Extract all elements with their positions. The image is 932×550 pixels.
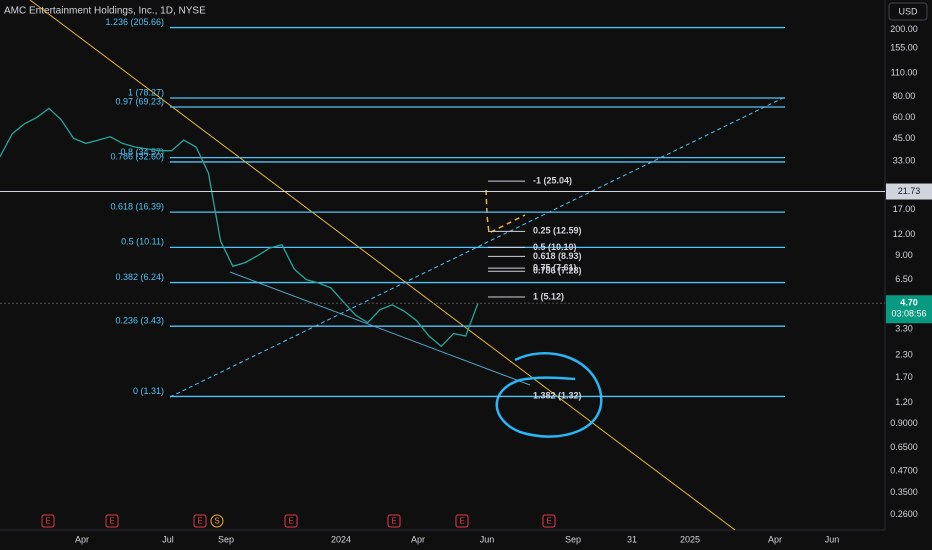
currency-label[interactable]: USD	[898, 6, 918, 16]
y-tick-label: 33.00	[893, 155, 916, 165]
y-tick-label: 17.00	[893, 204, 916, 214]
y-tick-label: 6.50	[895, 274, 913, 284]
event-label[interactable]: E	[197, 517, 202, 526]
fib-label: 0.8 (34.57)	[120, 147, 164, 157]
y-tick-label: 110.00	[891, 68, 918, 78]
current-price-label: 4.70	[900, 298, 918, 308]
fib-label: 1.382 (1.32)	[533, 390, 582, 400]
event-marker[interactable]	[41, 514, 55, 528]
x-tick-label: 2025	[680, 534, 700, 544]
fib-label: 0.97 (69.23)	[115, 96, 164, 106]
price-badge-label: 21.73	[898, 186, 921, 196]
x-tick-label: Sep	[218, 534, 234, 544]
event-label[interactable]: S	[214, 517, 219, 526]
countdown: 03:08:56	[891, 309, 926, 319]
chart-title: AMC Entertainment Holdings, Inc., 1D, NY…	[4, 6, 206, 17]
event-marker[interactable]	[210, 514, 224, 528]
x-tick-label: 2024	[331, 534, 351, 544]
event-marker[interactable]	[542, 514, 556, 528]
x-tick-label: Jun	[480, 534, 495, 544]
fib-label: 0.618 (16.39)	[110, 201, 164, 211]
y-tick-label: 0.4700	[890, 466, 918, 476]
x-tick-label: Apr	[768, 534, 782, 544]
y-tick-label: 9.00	[895, 250, 913, 260]
event-marker[interactable]	[105, 514, 119, 528]
y-tick-label: 0.3500	[890, 487, 918, 497]
y-tick-label: 3.30	[895, 323, 913, 333]
event-label[interactable]: E	[459, 517, 464, 526]
event-label[interactable]: E	[109, 517, 114, 526]
fib-label: 1 (5.12)	[533, 291, 564, 301]
fib-label: 1 (78.27)	[128, 87, 164, 97]
fib-label: 0 (1.31)	[133, 386, 164, 396]
x-tick-label: Sep	[565, 534, 581, 544]
price-badge	[886, 183, 932, 200]
fib-label: -1 (25.04)	[533, 176, 572, 186]
annotation-circle	[495, 352, 603, 438]
fib-label: 0.236 (3.43)	[115, 316, 164, 326]
x-tick-label: Apr	[411, 534, 425, 544]
x-tick-label: Jun	[825, 534, 840, 544]
projection	[485, 189, 526, 235]
y-tick-label: 155.00	[890, 43, 918, 53]
currency-button[interactable]	[888, 2, 928, 21]
event-label[interactable]: E	[546, 517, 551, 526]
trend-line	[169, 96, 786, 398]
fib-label: 0.5 (10.11)	[121, 237, 164, 247]
y-tick-label: 60.00	[893, 112, 916, 122]
event-marker[interactable]	[387, 514, 401, 528]
x-tick-label: 31	[627, 534, 637, 544]
y-tick-label: 0.2600	[890, 509, 918, 519]
fib-label: 0.786 (32.60)	[110, 151, 164, 161]
fib-label: 0.5 (10.10)	[533, 242, 577, 252]
event-label[interactable]: E	[288, 517, 293, 526]
price-line	[0, 107, 479, 348]
y-tick-label: 45.00	[893, 133, 916, 143]
event-label[interactable]: E	[45, 517, 50, 526]
y-tick-label: 12.00	[893, 229, 916, 239]
y-tick-label: 0.9000	[890, 418, 918, 428]
x-tick-label: Jul	[162, 534, 174, 544]
event-marker[interactable]	[193, 514, 207, 528]
fib-label: 0.75 (7.61)	[533, 262, 577, 272]
y-tick-label: 80.00	[893, 91, 916, 101]
fib-label: 0.618 (8.93)	[533, 251, 582, 261]
event-marker[interactable]	[455, 514, 469, 528]
current-price-badge	[886, 295, 932, 324]
fib-label: 0.382 (6.24)	[115, 272, 164, 282]
y-tick-label: 200.00	[890, 24, 918, 34]
x-tick-label: Apr	[75, 534, 89, 544]
fib-label: 1.236 (205.66)	[105, 17, 164, 27]
event-label[interactable]: E	[391, 517, 396, 526]
fib-label: 0.25 (12.59)	[533, 226, 582, 236]
fib-label: 0.786 (7.28)	[533, 266, 582, 276]
y-tick-label: 0.6500	[890, 442, 918, 452]
trend-line	[229, 271, 531, 386]
event-marker[interactable]	[284, 514, 298, 528]
y-tick-label: 1.70	[895, 372, 913, 382]
y-tick-label: 1.20	[895, 397, 913, 407]
y-tick-label: 2.30	[895, 350, 913, 360]
trend-line	[29, 0, 736, 531]
